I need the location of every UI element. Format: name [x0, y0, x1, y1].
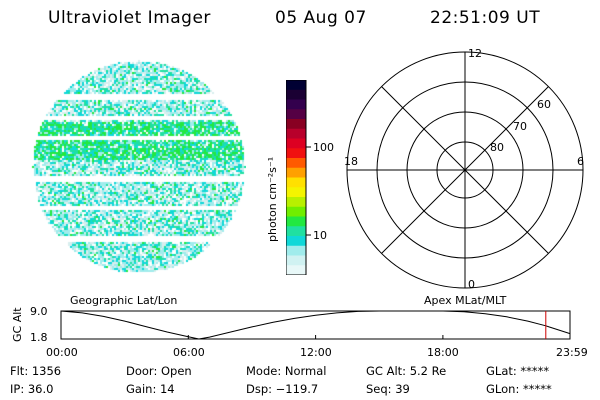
glon-readout: GLon: ***** — [486, 382, 552, 396]
seq-readout: Seq: 39 — [366, 382, 410, 396]
colorbar-block — [286, 216, 306, 227]
time-label: 22:51:09 UT — [430, 8, 541, 28]
polar-lat-label-80: 80 — [490, 141, 504, 154]
colorbar-block — [286, 99, 306, 110]
polar-mlt-label-18: 18 — [344, 155, 358, 168]
altitude-ytick-top: 9.0 — [30, 305, 48, 318]
polar-lat-label-60: 60 — [537, 98, 551, 111]
colorbar-block — [286, 177, 306, 188]
altitude-xtick-12: 12:00 — [300, 346, 332, 359]
colorbar-block — [286, 255, 306, 266]
ip-readout: IP: 36.0 — [10, 382, 54, 396]
colorbar-blocks — [286, 80, 306, 275]
altitude-xtick-18: 18:00 — [427, 346, 459, 359]
colorbar-block — [286, 148, 306, 159]
colorbar-block — [286, 167, 306, 178]
altitude-xtick-24: 23:59 — [556, 346, 588, 359]
colorbar-tick-label-10: 10 — [313, 229, 327, 242]
colorbar-label: photon cm⁻²s⁻¹ — [266, 156, 279, 242]
polar-mlt-label-6: 6 — [577, 155, 584, 168]
colorbar-block — [286, 245, 306, 256]
glat-readout: GLat: ***** — [486, 364, 550, 378]
colorbar-tick-label-100: 100 — [313, 141, 334, 154]
dsp-readout: Dsp: −119.7 — [246, 382, 319, 396]
polar-mlt-label-12: 12 — [468, 47, 482, 60]
colorbar-block — [286, 158, 306, 169]
page-title: Ultraviolet Imager — [48, 8, 211, 28]
polar-lat-label-70: 70 — [513, 120, 527, 133]
mode-readout: Mode: Normal — [246, 364, 327, 378]
colorbar-block — [286, 206, 306, 217]
gain-readout: Gain: 14 — [126, 382, 175, 396]
colorbar-block — [286, 109, 306, 120]
date-label: 05 Aug 07 — [275, 8, 367, 28]
colorbar-block — [286, 119, 306, 130]
gc-alt-readout: GC Alt: 5.2 Re — [366, 364, 447, 378]
colorbar-block — [286, 236, 306, 247]
colorbar-block — [286, 226, 306, 237]
colorbar-block — [286, 138, 306, 149]
altitude-curve — [60, 310, 571, 340]
colorbar-block — [286, 128, 306, 139]
flight-readout: Flt: 1356 — [10, 364, 62, 378]
polar-plot — [346, 51, 584, 289]
uv-image — [30, 58, 246, 274]
altitude-ytick-bottom: 1.8 — [30, 331, 48, 344]
altitude-plot — [60, 310, 571, 340]
colorbar — [286, 80, 311, 275]
altitude-ylabel: GC Alt — [11, 307, 24, 342]
altitude-xtick-0: 00:00 — [46, 346, 78, 359]
geo-map-label: Geographic Lat/Lon — [70, 294, 178, 307]
colorbar-block — [286, 265, 306, 275]
colorbar-frame — [286, 80, 307, 275]
altitude-xtick-6: 06:00 — [173, 346, 205, 359]
colorbar-block — [286, 89, 306, 100]
door-readout: Door: Open — [126, 364, 192, 378]
altitude-x-ticks — [60, 335, 571, 339]
polar-mlt-label-0: 0 — [468, 278, 475, 291]
polar-diagonal-2 — [381, 86, 549, 254]
colorbar-block — [286, 80, 306, 91]
apex-map-label: Apex MLat/MLT — [424, 294, 507, 307]
colorbar-block — [286, 187, 306, 198]
colorbar-block — [286, 197, 306, 208]
